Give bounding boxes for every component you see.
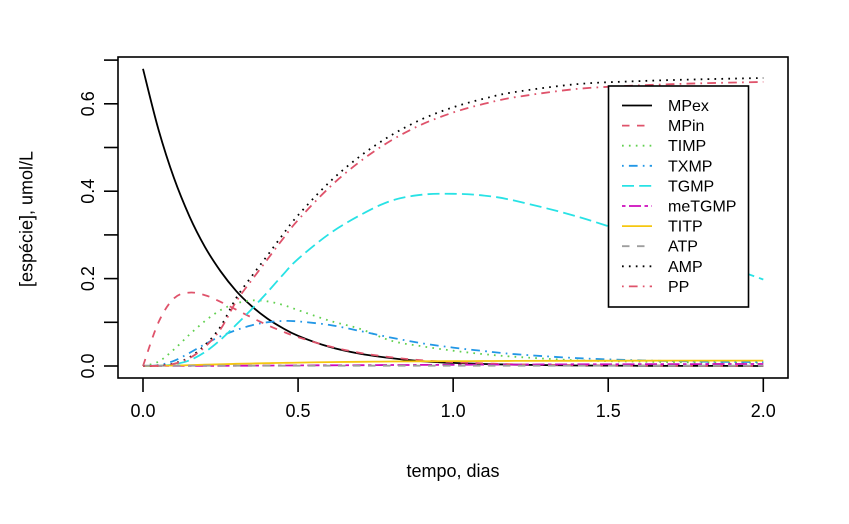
series-line-TGMP	[142, 192, 764, 367]
legend-box	[607, 85, 750, 308]
plot-frame	[117, 56, 789, 379]
legend-label-TXMP: TXMP	[668, 158, 712, 175]
legend-label-TIMP: TIMP	[668, 138, 706, 155]
legend-label-ATP: ATP	[668, 239, 698, 256]
legend-label-meTGMP: meTGMP	[668, 199, 736, 216]
x-tick-label: 1.5	[596, 401, 621, 421]
legend-label-PP: PP	[668, 279, 689, 296]
x-tick-label: 0.5	[286, 401, 311, 421]
series-line-PP	[142, 81, 764, 367]
y-tick-label: 0.6	[78, 91, 98, 116]
legend-label-AMP: AMP	[668, 259, 703, 276]
y-tick-label: 0.4	[78, 179, 98, 204]
series-line-AMP	[142, 77, 764, 367]
y-tick-label: 0.2	[78, 266, 98, 291]
x-tick-label: 1.0	[441, 401, 466, 421]
x-tick-label: 2.0	[751, 401, 776, 421]
series-line-MPin	[142, 291, 764, 367]
y-tick-label: 0.0	[78, 353, 98, 378]
y-axis-title: [espécie], umol/L	[16, 150, 37, 288]
legend-label-TITP: TITP	[668, 219, 703, 236]
x-axis-title: tempo, dias	[406, 461, 500, 481]
x-tick-label: 0.0	[130, 401, 155, 421]
series-line-TITP	[142, 359, 764, 367]
series-line-TXMP	[142, 319, 764, 367]
legend-label-TGMP: TGMP	[668, 178, 714, 195]
legend-label-MPex: MPex	[668, 98, 709, 115]
legend-label-MPin: MPin	[668, 118, 704, 135]
